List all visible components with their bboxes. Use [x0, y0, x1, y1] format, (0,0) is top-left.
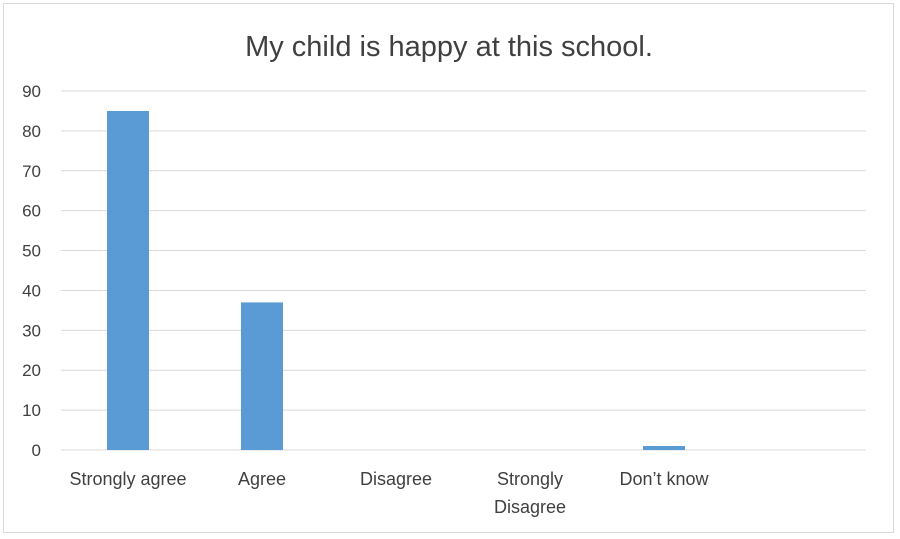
x-axis-categories: Strongly agree Agree Disagree Strongly Disag… [69, 469, 709, 517]
y-tick-label: 10 [22, 401, 41, 420]
category-label: Agree [238, 469, 286, 489]
y-tick-label: 70 [22, 162, 41, 181]
y-tick-label: 60 [22, 202, 41, 221]
category-label: Disagree [494, 497, 566, 517]
chart-title: My child is happy at this school. [245, 31, 653, 63]
category-label: Strongly agree [69, 469, 186, 489]
y-tick-label: 20 [22, 361, 41, 380]
y-axis-ticks: 0 10 20 30 40 50 60 70 80 90 [22, 82, 41, 460]
bar [241, 302, 283, 450]
y-tick-label: 40 [22, 281, 41, 300]
y-tick-label: 0 [32, 441, 41, 460]
category-label: Strongly [497, 469, 563, 489]
y-tick-label: 50 [22, 242, 41, 261]
bar [107, 110, 149, 450]
y-tick-label: 90 [22, 82, 41, 101]
y-tick-label: 30 [22, 321, 41, 340]
bar-chart: My child is happy at this school. 0 10 20 3… [22, 31, 866, 517]
gridlines [61, 90, 866, 451]
chart-frame: My child is happy at this school. 0 10 20 3… [3, 3, 894, 533]
bars [107, 110, 685, 450]
y-tick-label: 80 [22, 122, 41, 141]
bar [643, 446, 685, 450]
category-label: Disagree [360, 469, 432, 489]
category-label: Don’t know [619, 469, 709, 489]
